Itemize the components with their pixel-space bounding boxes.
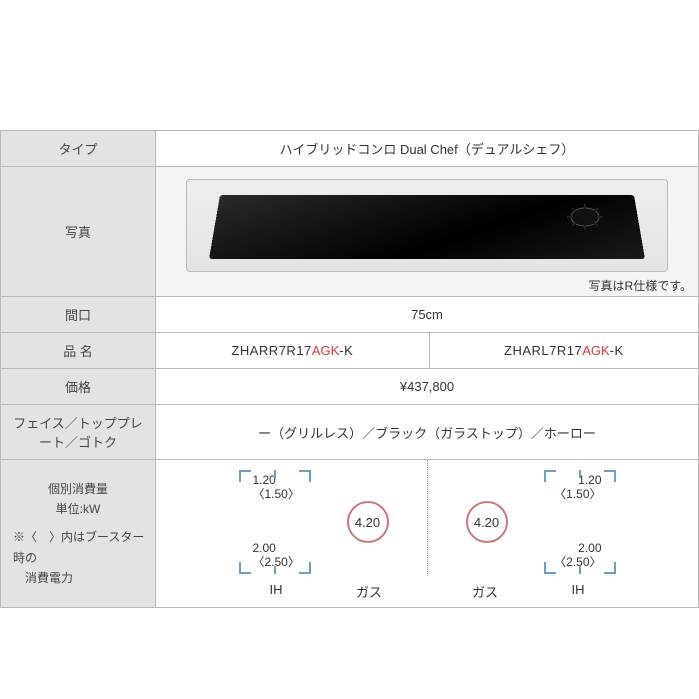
zone-label-gas: ガス (456, 582, 514, 601)
spec-table: タイプ ハイブリッドコンロ Dual Chef（デュアルシェフ） 写真 (0, 130, 699, 608)
row-type-value: ハイブリッドコンロ Dual Chef（デュアルシェフ） (156, 131, 699, 167)
product-name-left: ZHARR7R17AGK-K (156, 333, 430, 369)
row-type-label: タイプ (1, 131, 156, 167)
zone-label-gas: ガス (340, 582, 398, 601)
row-width-value: 75cm (156, 297, 699, 333)
product-photo: 写真はR仕様です。 (156, 167, 698, 296)
row-width-label: 間口 (1, 297, 156, 333)
ih-zone-right: 1.20〈1.50〉 2.00〈2.50〉 (544, 474, 616, 570)
row-power-value: 1.20〈1.50〉 2.00〈2.50〉 4.20 4.20 1.20〈1.5… (156, 460, 699, 608)
ih-zone-left: 1.20〈1.50〉 2.00〈2.50〉 (239, 474, 311, 570)
photo-caption: 写真はR仕様です。 (589, 277, 692, 294)
zone-label-ih: IH (240, 582, 312, 601)
row-face-label: フェイス／トッププレート／ゴトク (1, 405, 156, 460)
row-price-value: ¥437,800 (156, 369, 699, 405)
product-name-right: ZHARL7R17AGK-K (429, 333, 698, 369)
row-photo-value: 写真はR仕様です。 (156, 167, 699, 297)
gas-zone-right: 4.20 (458, 474, 516, 570)
row-face-value: ー（グリルレス）／ブラック（ガラストップ）／ホーロー (156, 405, 699, 460)
row-photo-label: 写真 (1, 167, 156, 297)
variant-divider (427, 460, 428, 576)
zone-label-ih: IH (542, 582, 614, 601)
row-price-label: 価格 (1, 369, 156, 405)
row-power-label: 個別消費量 単位:kW ※〈 〉内はブースター時の 消費電力 (1, 460, 156, 608)
row-product-label: 品 名 (1, 333, 156, 369)
gas-zone-left: 4.20 (339, 474, 397, 570)
gas-burner-icon (563, 202, 607, 232)
